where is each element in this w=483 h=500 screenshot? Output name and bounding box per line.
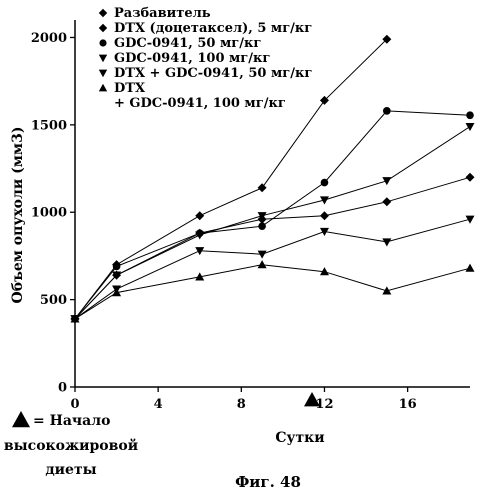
legend-marker [99,84,107,92]
figure-caption: Фиг. 48 [235,473,301,491]
diet-start-legend-text: = Начало [33,413,110,429]
data-point [258,183,267,192]
diet-start-legend-marker [12,411,30,427]
legend-label: DTX (доцетаксел), 5 мг/кг [114,21,312,36]
legend-marker [99,55,107,63]
x-tick-label: 4 [154,397,163,412]
data-point [383,107,391,115]
data-point [258,260,267,268]
diet-start-legend-text: диеты [45,462,96,478]
data-point [382,177,391,185]
data-point [466,111,474,119]
data-point [382,238,391,246]
legend-marker [99,9,107,17]
x-tick-label: 16 [399,397,417,412]
y-tick-label: 1000 [31,206,67,221]
legend-label: GDC-0941, 100 мг/кг [114,51,270,66]
x-tick-label: 0 [70,397,79,412]
data-point [258,222,266,230]
legend: РазбавительDTX (доцетаксел), 5 мг/кгGDC-… [99,6,313,111]
series-line [75,177,470,318]
series-line [75,265,470,319]
x-tick-label: 8 [237,397,246,412]
data-point [113,263,121,271]
legend-label: DTX + GDC-0941, 50 мг/кг [114,66,312,81]
x-ticks: 0481216 [70,387,416,412]
data-point [258,251,267,259]
data-point [195,231,204,239]
legend-label: GDC-0941, 50 мг/кг [114,36,261,51]
x-axis-title: Сутки [275,430,324,446]
legend-marker [99,70,107,78]
series-line [75,219,470,319]
data-point [321,179,329,187]
legend-label: DTX [114,81,146,96]
y-axis-title: Объем опухоли (мм3) [10,127,26,304]
legend-marker [99,24,107,32]
y-ticks: 0 500 1000 1500 2000 [31,31,75,396]
data-point [466,173,475,182]
data-point [320,211,329,220]
data-point [382,197,391,206]
diet-start-legend: = Начало высокожировой диеты [4,411,138,478]
y-tick-label: 0 [58,381,67,396]
y-tick-label: 500 [40,293,67,308]
y-tick-label: 1500 [31,118,67,133]
y-tick-label: 2000 [31,31,67,46]
data-point [466,264,475,272]
legend-label: Разбавитель [114,6,211,21]
data-point [466,123,475,131]
series-line [75,111,470,319]
series-line [75,127,470,319]
diet-start-legend-text: высокожировой [4,437,138,454]
legend-label: + GDC-0941, 100 мг/кг [114,96,286,111]
legend-marker [99,39,106,46]
data-point [195,211,204,220]
